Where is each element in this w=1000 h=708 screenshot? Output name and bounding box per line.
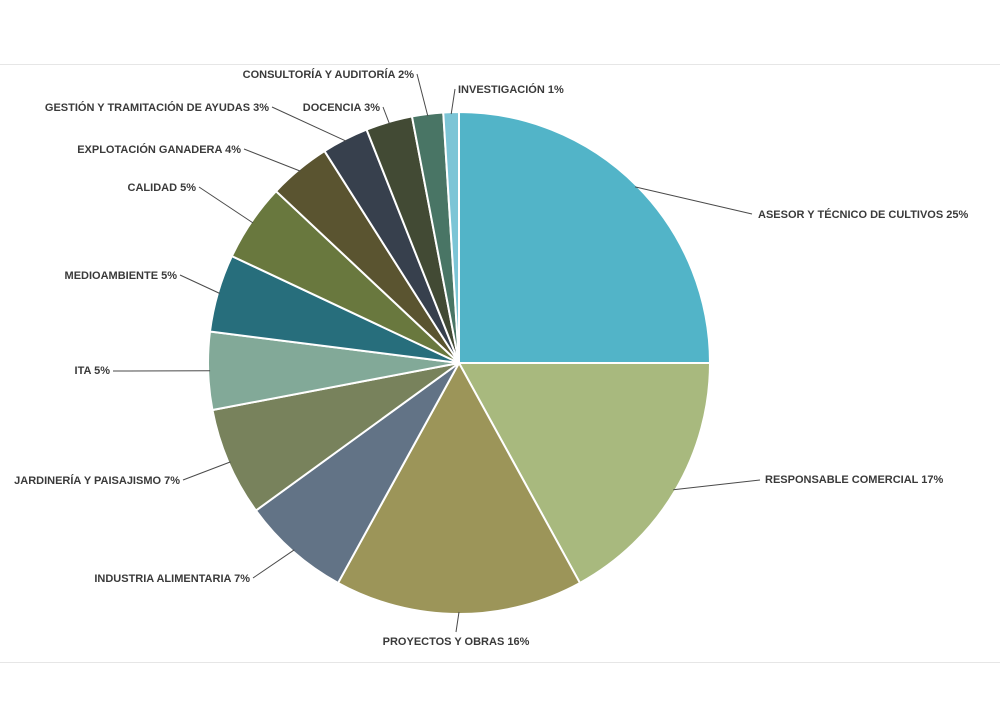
leader-line	[382, 106, 390, 125]
leader-line	[455, 611, 460, 633]
slice-label: RESPONSABLE COMERCIAL 17%	[765, 474, 943, 486]
top-divider	[0, 64, 1000, 65]
slice-label: EXPLOTACIÓN GANADERA 4%	[77, 143, 241, 156]
slice-label: MEDIOAMBIENTE 5%	[65, 270, 178, 282]
pie-slice	[457, 362, 712, 585]
slice-label: INVESTIGACIÓN 1%	[458, 83, 564, 96]
slice-label: ASESOR Y TÉCNICO DE CULTIVOS 25%	[758, 208, 968, 221]
slice-label: CALIDAD 5%	[128, 182, 197, 194]
leader-line	[416, 73, 429, 117]
slice-label: PROYECTOS Y OBRAS 16%	[383, 636, 530, 648]
slice-label: ITA 5%	[75, 365, 111, 377]
slice-label: DOCENCIA 3%	[303, 102, 380, 114]
leader-line	[271, 106, 347, 142]
bottom-divider	[0, 662, 1000, 663]
leader-line	[673, 479, 761, 491]
slice-label: GESTIÓN Y TRAMITACIÓN DE AYUDAS 3%	[45, 101, 269, 114]
slice-label: INDUSTRIA ALIMENTARIA 7%	[94, 573, 250, 585]
leader-line	[198, 186, 254, 224]
leader-line	[179, 274, 221, 294]
leader-line	[182, 461, 231, 481]
leader-line	[252, 549, 295, 579]
slice-label: JARDINERÍA Y PAISAJISMO 7%	[14, 474, 180, 487]
slice-label: CONSULTORÍA Y AUDITORÍA 2%	[243, 68, 415, 81]
leader-line	[243, 148, 301, 172]
leader-line	[450, 88, 456, 115]
pie-slice	[458, 110, 712, 364]
leader-line	[634, 186, 753, 215]
